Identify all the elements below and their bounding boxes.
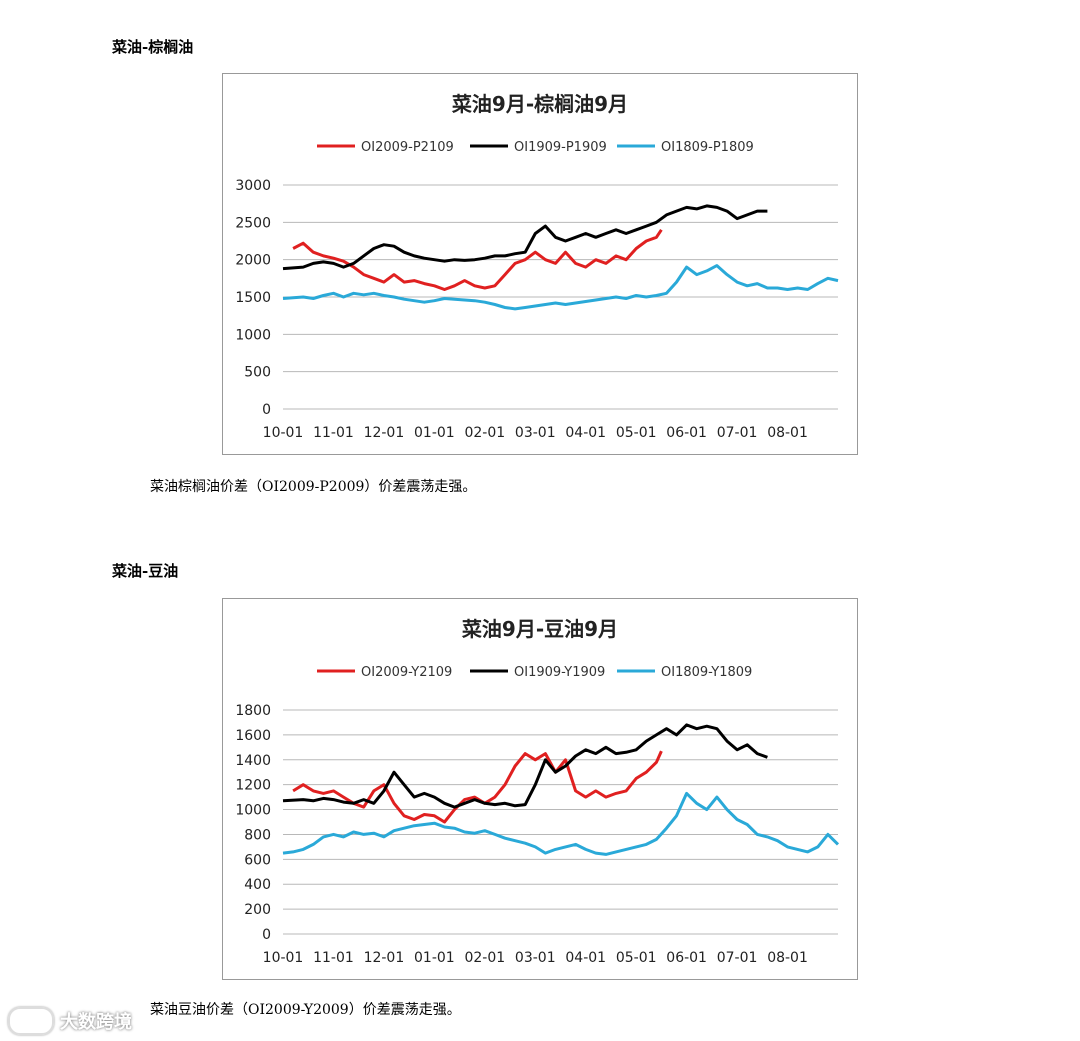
x-tick-label: 02-01	[464, 425, 505, 441]
x-tick-label: 02-01	[464, 950, 505, 966]
caption-soy: 菜油豆油价差（OI2009-Y2009）价差震荡走强。	[150, 1002, 461, 1018]
x-tick-label: 08-01	[767, 425, 808, 441]
x-tick-label: 01-01	[414, 425, 455, 441]
x-tick-label: 10-01	[263, 950, 304, 966]
y-tick-label: 1000	[235, 327, 271, 343]
watermark: 大数跨境	[8, 1007, 132, 1035]
x-tick-label: 07-01	[717, 950, 758, 966]
y-tick-label: 1400	[235, 753, 271, 769]
y-tick-label: 0	[262, 927, 271, 943]
chart-svg: 菜油9月-豆油9月 OI2009-Y2109 OI1909-Y1909 OI1809-…	[222, 598, 858, 980]
y-tick-label: 600	[244, 852, 271, 868]
y-tick-label: 2000	[235, 253, 271, 269]
x-tick-label: 01-01	[414, 950, 455, 966]
section-title-soy: 菜油-豆油	[112, 562, 179, 580]
watermark-text: 大数跨境	[60, 1012, 132, 1033]
legend-label: OI1909-Y1909	[514, 665, 605, 680]
x-tick-label: 06-01	[666, 950, 707, 966]
y-tick-label: 200	[244, 902, 271, 918]
y-tick-label: 0	[262, 402, 271, 418]
x-tick-label: 04-01	[565, 425, 606, 441]
x-tick-label: 03-01	[515, 950, 556, 966]
series-line	[292, 228, 663, 291]
y-tick-label: 1600	[235, 728, 271, 744]
section-title-palm: 菜油-棕榈油	[112, 38, 194, 56]
legend-label: OI2009-P2109	[361, 140, 454, 155]
x-tick-label: 04-01	[565, 950, 606, 966]
legend-label: OI2009-Y2109	[361, 665, 452, 680]
chart-rapeseed-palm: 菜油9月-棕榈油9月 OI2009-P2109 OI1909-P1909 OI1809…	[222, 73, 858, 455]
x-tick-label: 06-01	[666, 425, 707, 441]
y-tick-label: 2500	[235, 215, 271, 231]
x-tick-label: 12-01	[364, 950, 405, 966]
chart-frame	[222, 598, 858, 980]
y-tick-label: 1500	[235, 290, 271, 306]
y-tick-label: 1800	[235, 703, 271, 719]
chart-title: 菜油9月-豆油9月	[461, 617, 618, 641]
y-tick-label: 800	[244, 827, 271, 843]
series-line	[282, 264, 839, 311]
x-tick-label: 05-01	[616, 425, 657, 441]
x-tick-label: 03-01	[515, 425, 556, 441]
caption-palm: 菜油棕榈油价差（OI2009-P2009）价差震荡走强。	[150, 479, 477, 495]
legend-label: OI1809-Y1809	[661, 665, 752, 680]
x-tick-label: 11-01	[313, 425, 354, 441]
x-tick-label: 10-01	[263, 425, 304, 441]
x-tick-label: 11-01	[313, 950, 354, 966]
x-tick-label: 08-01	[767, 950, 808, 966]
y-tick-label: 1200	[235, 778, 271, 794]
chart-rapeseed-soy: 菜油9月-豆油9月 OI2009-Y2109 OI1909-Y1909 OI1809-…	[222, 598, 858, 980]
x-tick-label: 05-01	[616, 950, 657, 966]
x-tick-label: 07-01	[717, 425, 758, 441]
x-tick-label: 12-01	[364, 425, 405, 441]
watermark-logo-icon	[8, 1007, 54, 1035]
y-tick-label: 500	[244, 365, 271, 381]
series-line	[282, 723, 768, 809]
series-line	[282, 791, 840, 856]
chart-svg: 菜油9月-棕榈油9月 OI2009-P2109 OI1909-P1909 OI1809…	[222, 73, 858, 455]
legend-label: OI1809-P1809	[661, 140, 754, 155]
series-line	[282, 204, 768, 271]
legend-label: OI1909-P1909	[514, 140, 607, 155]
y-tick-label: 400	[244, 877, 271, 893]
chart-title: 菜油9月-棕榈油9月	[451, 92, 628, 116]
y-tick-label: 3000	[235, 178, 271, 194]
y-tick-label: 1000	[235, 803, 271, 819]
